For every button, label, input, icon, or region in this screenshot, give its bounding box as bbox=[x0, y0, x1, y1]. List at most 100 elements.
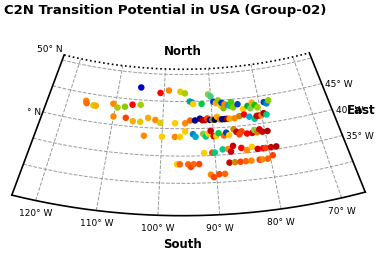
Point bbox=[190, 133, 196, 137]
Point bbox=[196, 163, 202, 167]
Text: 35° W: 35° W bbox=[346, 131, 374, 140]
Point bbox=[249, 145, 255, 149]
Point bbox=[216, 132, 222, 136]
Point bbox=[231, 128, 237, 132]
Point bbox=[172, 122, 178, 126]
Point bbox=[212, 118, 218, 122]
Point bbox=[122, 105, 128, 109]
Point bbox=[83, 99, 89, 103]
Point bbox=[256, 128, 263, 132]
Point bbox=[214, 115, 220, 119]
Point bbox=[123, 116, 129, 120]
Point bbox=[172, 135, 178, 139]
Point bbox=[231, 117, 238, 121]
Point bbox=[240, 108, 246, 112]
Point bbox=[230, 144, 236, 148]
Point bbox=[264, 130, 271, 134]
Point bbox=[261, 112, 267, 116]
Point bbox=[261, 101, 267, 105]
Point bbox=[213, 102, 219, 106]
Point bbox=[200, 132, 206, 136]
Point bbox=[219, 148, 226, 152]
Point bbox=[243, 160, 249, 164]
Point bbox=[192, 119, 198, 123]
Point bbox=[159, 135, 165, 139]
Text: 80° W: 80° W bbox=[267, 217, 295, 226]
Point bbox=[241, 113, 247, 117]
Point bbox=[219, 118, 225, 122]
Point bbox=[257, 158, 263, 162]
Point bbox=[205, 132, 211, 136]
Point bbox=[254, 106, 261, 110]
Point bbox=[174, 163, 180, 167]
Point bbox=[238, 146, 244, 150]
Text: 110° W: 110° W bbox=[80, 218, 113, 227]
Point bbox=[203, 135, 209, 139]
Point bbox=[259, 158, 266, 162]
Point bbox=[199, 102, 205, 106]
Point bbox=[182, 122, 188, 126]
Point bbox=[228, 150, 234, 154]
Point bbox=[268, 146, 274, 150]
Point bbox=[248, 159, 254, 163]
Point bbox=[254, 131, 260, 135]
Text: 70° W: 70° W bbox=[328, 206, 355, 215]
Point bbox=[222, 118, 228, 122]
Point bbox=[221, 134, 227, 138]
Point bbox=[215, 99, 221, 103]
Point bbox=[249, 101, 255, 105]
Point bbox=[192, 135, 199, 139]
Point bbox=[259, 130, 266, 134]
Point bbox=[177, 163, 183, 167]
Point bbox=[244, 104, 251, 108]
Point bbox=[204, 117, 210, 121]
Point bbox=[84, 102, 90, 106]
Point bbox=[93, 104, 99, 108]
Point bbox=[209, 118, 216, 122]
Point bbox=[226, 134, 232, 138]
Point bbox=[224, 117, 230, 121]
Point bbox=[205, 93, 211, 97]
Point bbox=[218, 101, 224, 105]
Point bbox=[199, 119, 206, 123]
Point bbox=[223, 131, 229, 135]
Point bbox=[211, 176, 217, 180]
Point bbox=[157, 91, 164, 96]
Text: ° N: ° N bbox=[27, 108, 41, 117]
Point bbox=[234, 103, 241, 107]
Point bbox=[190, 103, 196, 107]
Point bbox=[263, 146, 269, 150]
Point bbox=[177, 90, 183, 94]
Text: East: East bbox=[347, 104, 376, 117]
Point bbox=[110, 102, 116, 106]
Point bbox=[166, 89, 172, 93]
Text: C2N Transition Potential in USA (Group-02): C2N Transition Potential in USA (Group-0… bbox=[4, 4, 326, 17]
Point bbox=[152, 118, 159, 122]
Point bbox=[232, 161, 238, 165]
Point bbox=[258, 114, 264, 118]
Point bbox=[138, 86, 144, 90]
Text: North: North bbox=[164, 45, 202, 58]
Point bbox=[236, 115, 242, 119]
Point bbox=[137, 120, 143, 124]
Point bbox=[251, 104, 258, 108]
Text: 45° W: 45° W bbox=[325, 80, 353, 89]
Point bbox=[230, 106, 236, 110]
Point bbox=[182, 130, 188, 134]
Point bbox=[202, 119, 208, 123]
Point bbox=[249, 131, 255, 135]
Point bbox=[216, 172, 223, 177]
Point bbox=[182, 92, 188, 96]
Point bbox=[233, 130, 239, 134]
Text: 40° W: 40° W bbox=[336, 105, 363, 115]
Point bbox=[263, 113, 270, 117]
Point bbox=[187, 119, 193, 123]
Point bbox=[246, 115, 253, 119]
Point bbox=[265, 157, 271, 161]
Point bbox=[210, 100, 216, 104]
Point bbox=[265, 99, 271, 103]
Point bbox=[217, 118, 223, 122]
Point bbox=[254, 114, 260, 118]
Point bbox=[201, 151, 207, 155]
Point bbox=[244, 149, 250, 153]
